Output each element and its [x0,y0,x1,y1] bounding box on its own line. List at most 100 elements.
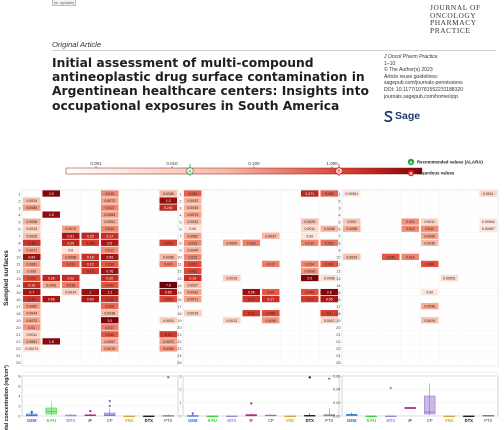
cell-value-label: 0.19 [28,284,35,288]
heatmap-cell [401,253,419,260]
cell-value-label: 0.65 [106,255,113,259]
row-label: 16 [336,297,340,302]
heatmap-cell [320,288,338,296]
journal-line: JOURNAL OF [430,3,481,12]
heatmap-cell [23,246,41,253]
cell-value-label: 0.011 [406,220,415,224]
row-label: 10 [16,255,21,260]
heatmap-cell [159,239,177,246]
cell-value-label: 0.22 [67,277,74,281]
cell-value-label: 0.0071 [187,298,198,302]
journal-name: JOURNAL OF ONCOLOGY PHARMACY PRACTICE [430,4,502,34]
row-label: 8 [338,241,340,246]
permissions-link[interactable]: sagepub.com/journals-permissions [384,80,463,87]
cell-value-label: 0.0015 [163,319,174,323]
drug-label: VNC [125,418,134,423]
heatmap-cell [301,232,319,239]
cell-value-label: 0.65 [165,291,172,295]
page-range: 1–10 [384,60,396,67]
drug-label: CP [427,418,433,423]
cell-value-label: 0.023 [325,241,334,245]
row-label: 18 [336,311,340,316]
heatmap-cell [42,274,60,282]
updates-badge[interactable]: for updates [52,0,76,6]
heatmap-cell [184,218,202,225]
cell-value-label: 0.016 [247,241,256,245]
cell-value-label: 0.013 [406,227,415,231]
row-label: 18 [16,311,20,316]
row-label: 12 [16,269,20,274]
boxplot-outlier [250,402,253,405]
cell-value-label: 0.11 [306,298,313,302]
cell-value-label: 0.13 [248,298,255,302]
heatmap-cell [184,225,202,232]
cell-value-label: 0.0059 [226,241,237,245]
heatmap-cell [101,267,119,275]
cell-value-label: 0.049 [305,291,314,295]
row-label: 20 [177,325,182,330]
boxplot-y-tick: 0.04 [333,388,340,392]
row-label: 23 [16,346,20,351]
legend-a-label: Recommended values (ALARA) [417,160,483,165]
cell-value-label: 0.51 [67,234,74,238]
heatmap-cell [184,281,202,289]
heatmap-cell [343,225,361,232]
boxplot-y-tick: 0.02 [333,401,340,405]
row-label: 14 [177,283,182,288]
marker-a-label: A [188,169,192,174]
heatmap-panel-2: 1234567891011121314151617181920212223242… [177,189,340,367]
heatmap-cell [320,274,338,282]
cell-value-label: 0.0072 [26,319,37,323]
cell-value-label: 0.1 [327,312,332,316]
row-label: 17 [177,304,181,309]
heatmap-cell [42,281,60,289]
heatmap-cell [320,225,338,232]
cell-value-label: 0.0026 [26,234,37,238]
cell-value-label: 0.002 [347,220,356,224]
heatmap-cell [101,232,119,239]
heatmap-cell [42,296,60,303]
heatmap-cell [101,338,119,345]
heatmap-cell [101,260,119,268]
row-label: 9 [338,248,340,253]
cell-value-label: 0.01 [28,326,35,330]
publisher-logo[interactable]: Sage [384,110,420,122]
cell-value-label: 0.04 [267,291,274,295]
cell-value-label: 0.013 [188,241,197,245]
row-label: 22 [177,339,181,344]
row-label: 8 [179,241,181,246]
heatmap-cell [62,274,80,282]
heatmap-cell [42,211,60,218]
heatmap-cell [23,218,41,225]
heatmap-cell [343,218,361,225]
heatmap-cell [320,317,338,324]
heatmap-cell [23,274,41,282]
heatmap-cell [23,267,41,275]
heatmap-cell [421,225,439,232]
legend-b-label: Hazardous values [417,171,455,176]
journal-homepage-link[interactable]: journals.sagepub.com/home/opp [384,93,458,100]
heatmap-cell [421,288,439,296]
row-label: 2 [179,198,181,203]
heatmap-cell [81,296,99,303]
row-label: 17 [16,304,20,309]
heatmap-cell [262,232,280,239]
scale-tick-label: 1.000 [326,161,338,166]
drug-label: GEM [188,418,198,423]
cell-value-label: 0.271 [305,192,314,196]
cell-value-label: 0.042 [386,255,395,259]
journal-line: PHARMACY [430,18,477,28]
heatmap-cell [184,204,202,211]
row-label: 21 [16,332,20,337]
heatmap-cell [23,310,41,317]
heatmap-cell [23,288,41,296]
heatmap-cell [301,274,319,282]
cell-value-label: 0.58 [48,298,55,302]
row-label: 15 [336,290,340,295]
heatmap-cell [81,232,99,239]
doi[interactable]: DOI: 10.1177/10781552231188320 [384,86,464,93]
cell-value-label: 0.014 [105,206,114,210]
cell-value-label: 0.052 [27,277,36,281]
row-label: 14 [336,283,341,288]
heatmap-cell [159,281,177,289]
